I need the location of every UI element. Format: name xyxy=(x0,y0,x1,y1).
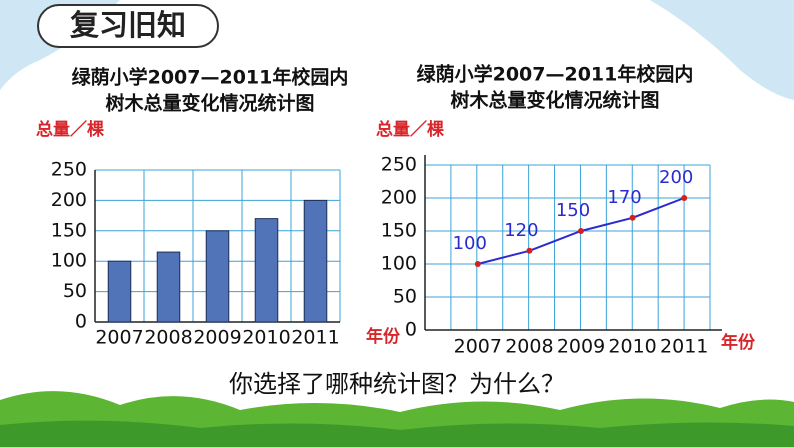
x-tick-label: 2009 xyxy=(193,327,241,349)
point xyxy=(629,214,636,221)
chart-subtitle: 树木总量变化情况统计图 xyxy=(105,92,314,115)
x-tick-label: 2011 xyxy=(660,336,708,358)
y-tick-label: 50 xyxy=(63,280,87,302)
y-tick-label: 150 xyxy=(51,219,87,241)
bar xyxy=(156,251,181,323)
point xyxy=(578,228,584,234)
bushes xyxy=(0,420,794,447)
x-tick-label: 2011 xyxy=(291,327,339,349)
y-tick-label: 250 xyxy=(381,154,417,176)
x-tick-label: 2010 xyxy=(242,327,290,349)
corner-decoration xyxy=(650,0,794,100)
x-tick-label: 2007 xyxy=(454,336,502,358)
y-tick-label: 200 xyxy=(51,189,87,211)
bar xyxy=(303,199,328,323)
y-tick-label: 150 xyxy=(381,220,417,242)
data-label: 200 xyxy=(659,167,693,188)
x-tick-label: 2007 xyxy=(95,327,143,349)
y-axis-label: 总量／棵 xyxy=(376,119,444,140)
y-tick-label: 100 xyxy=(381,253,417,275)
y-tick-label: 0 xyxy=(75,311,87,333)
x-tick-label: 2009 xyxy=(557,336,605,358)
header: 复习旧知 xyxy=(70,8,186,42)
y-tick-label: 0 xyxy=(405,319,417,341)
y-tick-label: 250 xyxy=(51,159,87,181)
data-label: 150 xyxy=(556,200,590,221)
bar xyxy=(205,230,230,323)
y-tick-label: 200 xyxy=(381,187,417,209)
data-label: 170 xyxy=(607,187,641,208)
x-axis-label: 年份 xyxy=(721,332,756,353)
point xyxy=(474,261,481,267)
x-axis-label: 年份 xyxy=(366,326,401,347)
question: 你选择了哪种统计图？为什么？ xyxy=(229,370,565,398)
chart-subtitle: 树木总量变化情况统计图 xyxy=(450,89,659,112)
point xyxy=(681,195,688,201)
bar xyxy=(107,260,132,323)
data-label: 100 xyxy=(453,233,487,254)
x-tick-label: 2010 xyxy=(608,336,656,358)
point xyxy=(526,247,533,254)
y-axis-label: 总量／棵 xyxy=(36,119,104,140)
header-box xyxy=(37,4,219,48)
x-tick-label: 2008 xyxy=(505,336,553,358)
data-label: 120 xyxy=(504,220,538,241)
x-tick-label: 2008 xyxy=(144,327,192,349)
y-tick-label: 50 xyxy=(393,286,417,308)
chart-title: 绿荫小学2007—2011年校园内 xyxy=(72,66,349,89)
y-tick-label: 100 xyxy=(51,250,87,272)
bar xyxy=(254,218,279,323)
chart-title: 绿荫小学2007—2011年校园内 xyxy=(417,63,694,86)
